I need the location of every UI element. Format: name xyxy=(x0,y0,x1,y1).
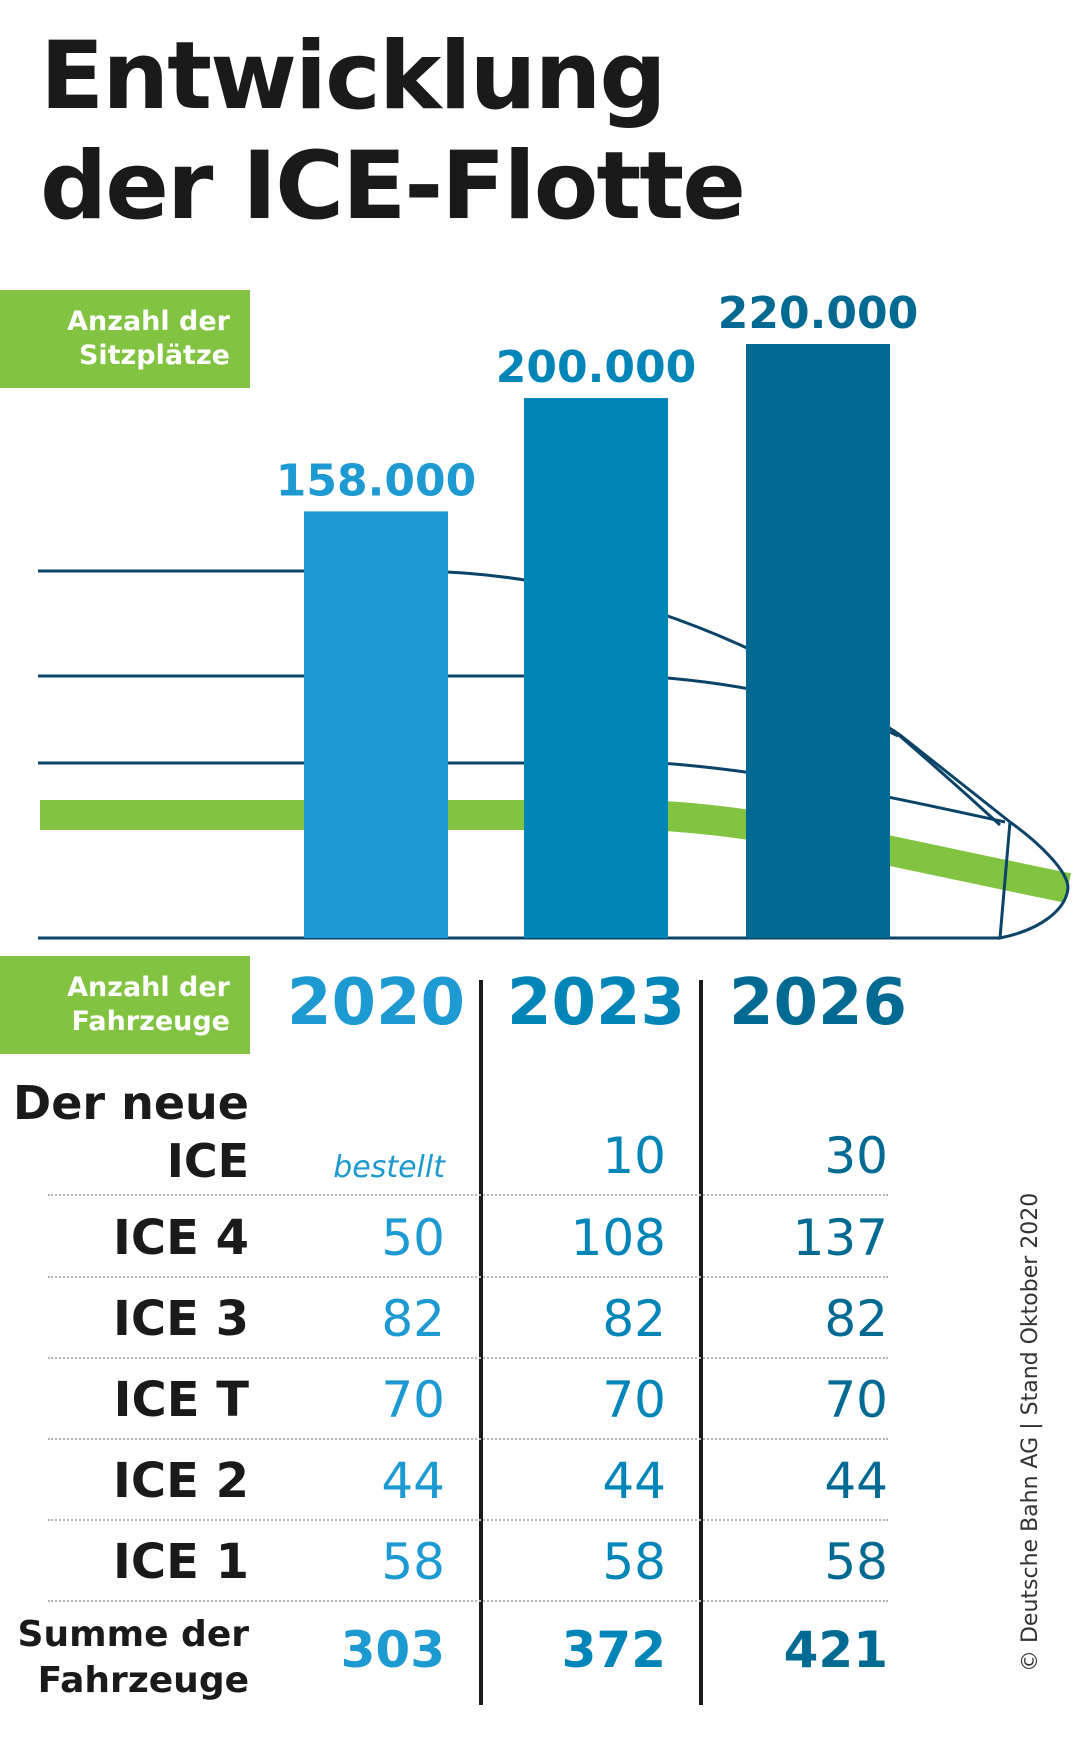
cell-total-2020: 303 xyxy=(340,1621,445,1679)
column-divider-2 xyxy=(699,980,703,1705)
cell-total-2026: 421 xyxy=(783,1621,888,1679)
train-cab-window xyxy=(892,728,1002,827)
row-label-new-ice-line-2: ICE xyxy=(166,1134,249,1188)
year-2026-header: 2026 xyxy=(728,966,908,1040)
cell-ice-t-2026: 70 xyxy=(824,1371,888,1429)
copyright-credit: © Deutsche Bahn AG | Stand Oktober 2020 xyxy=(1018,1192,1043,1672)
seats-bar-chart: 158.000 200.000 220.000 xyxy=(38,288,1071,940)
cell-ice-3-2023: 82 xyxy=(602,1290,666,1348)
row-separator xyxy=(48,1276,888,1278)
row-label-ice-t: ICE T xyxy=(113,1372,249,1428)
train-nose-outline xyxy=(998,820,1070,940)
row-label-ice-1: ICE 1 xyxy=(113,1534,249,1590)
row-label-new-ice-line-1: Der neue xyxy=(13,1076,249,1130)
cell-new-ice-2026: 30 xyxy=(824,1127,888,1185)
seats-label-line-1: Anzahl der xyxy=(67,306,230,337)
title-line-2: der ICE-Flotte xyxy=(40,132,746,241)
row-label-total-line-2: Fahrzeuge xyxy=(37,1660,249,1701)
bar-value-label-2026: 220.000 xyxy=(718,288,918,339)
cell-ice-3-2026: 82 xyxy=(824,1290,888,1348)
cell-total-2023: 372 xyxy=(561,1621,666,1679)
row-separator xyxy=(48,1600,888,1602)
seats-label-box: Anzahl der Sitzplätze xyxy=(0,290,250,388)
row-label-ice-4: ICE 4 xyxy=(113,1210,249,1266)
row-label-new-ice: Der neue ICE xyxy=(13,1074,249,1190)
page-title: Entwicklung der ICE-Flotte xyxy=(40,22,746,242)
cell-ice-2-2026: 44 xyxy=(824,1452,888,1510)
cell-ice-1-2026: 58 xyxy=(824,1533,888,1591)
cell-ice-2-2023: 44 xyxy=(602,1452,666,1510)
bar-2023 xyxy=(524,398,668,938)
vehicles-label-box: Anzahl der Fahrzeuge xyxy=(0,956,250,1054)
row-separator xyxy=(48,1357,888,1359)
cell-ice-3-2020: 82 xyxy=(381,1290,445,1348)
row-separator xyxy=(48,1194,888,1196)
cell-ice-1-2023: 58 xyxy=(602,1533,666,1591)
vehicles-label-line-2: Fahrzeuge xyxy=(71,1006,230,1037)
bar-2026 xyxy=(746,344,890,938)
cell-ice-t-2023: 70 xyxy=(602,1371,666,1429)
year-2020-header: 2020 xyxy=(286,966,466,1040)
cell-new-ice-2023: 10 xyxy=(602,1127,666,1185)
cell-ice-1-2020: 58 xyxy=(381,1533,445,1591)
bar-value-label-2020: 158.000 xyxy=(276,455,476,506)
cell-ice-2-2020: 44 xyxy=(381,1452,445,1510)
bars-group xyxy=(304,344,890,938)
row-label-ice-2: ICE 2 xyxy=(113,1453,249,1509)
row-label-total-line-1: Summe der xyxy=(17,1614,249,1655)
bar-value-label-2023: 200.000 xyxy=(496,342,696,393)
seats-label-line-2: Sitzplätze xyxy=(78,340,230,371)
cell-new-ice-2020: bestellt xyxy=(333,1150,445,1185)
bar-labels-group: 158.000 200.000 220.000 xyxy=(276,288,918,506)
cell-ice-4-2026: 137 xyxy=(792,1209,888,1267)
cell-ice-4-2023: 108 xyxy=(570,1209,666,1267)
row-separator xyxy=(48,1438,888,1440)
cell-ice-t-2020: 70 xyxy=(381,1371,445,1429)
cell-ice-4-2020: 50 xyxy=(381,1209,445,1267)
row-separator xyxy=(48,1519,888,1521)
column-divider-1 xyxy=(479,980,483,1705)
year-2023-header: 2023 xyxy=(506,966,686,1040)
bar-2020 xyxy=(304,511,448,938)
row-label-ice-3: ICE 3 xyxy=(113,1291,249,1347)
title-line-1: Entwicklung xyxy=(40,22,667,131)
row-label-total: Summe der Fahrzeuge xyxy=(18,1612,249,1704)
vehicles-label-line-1: Anzahl der xyxy=(67,972,230,1003)
